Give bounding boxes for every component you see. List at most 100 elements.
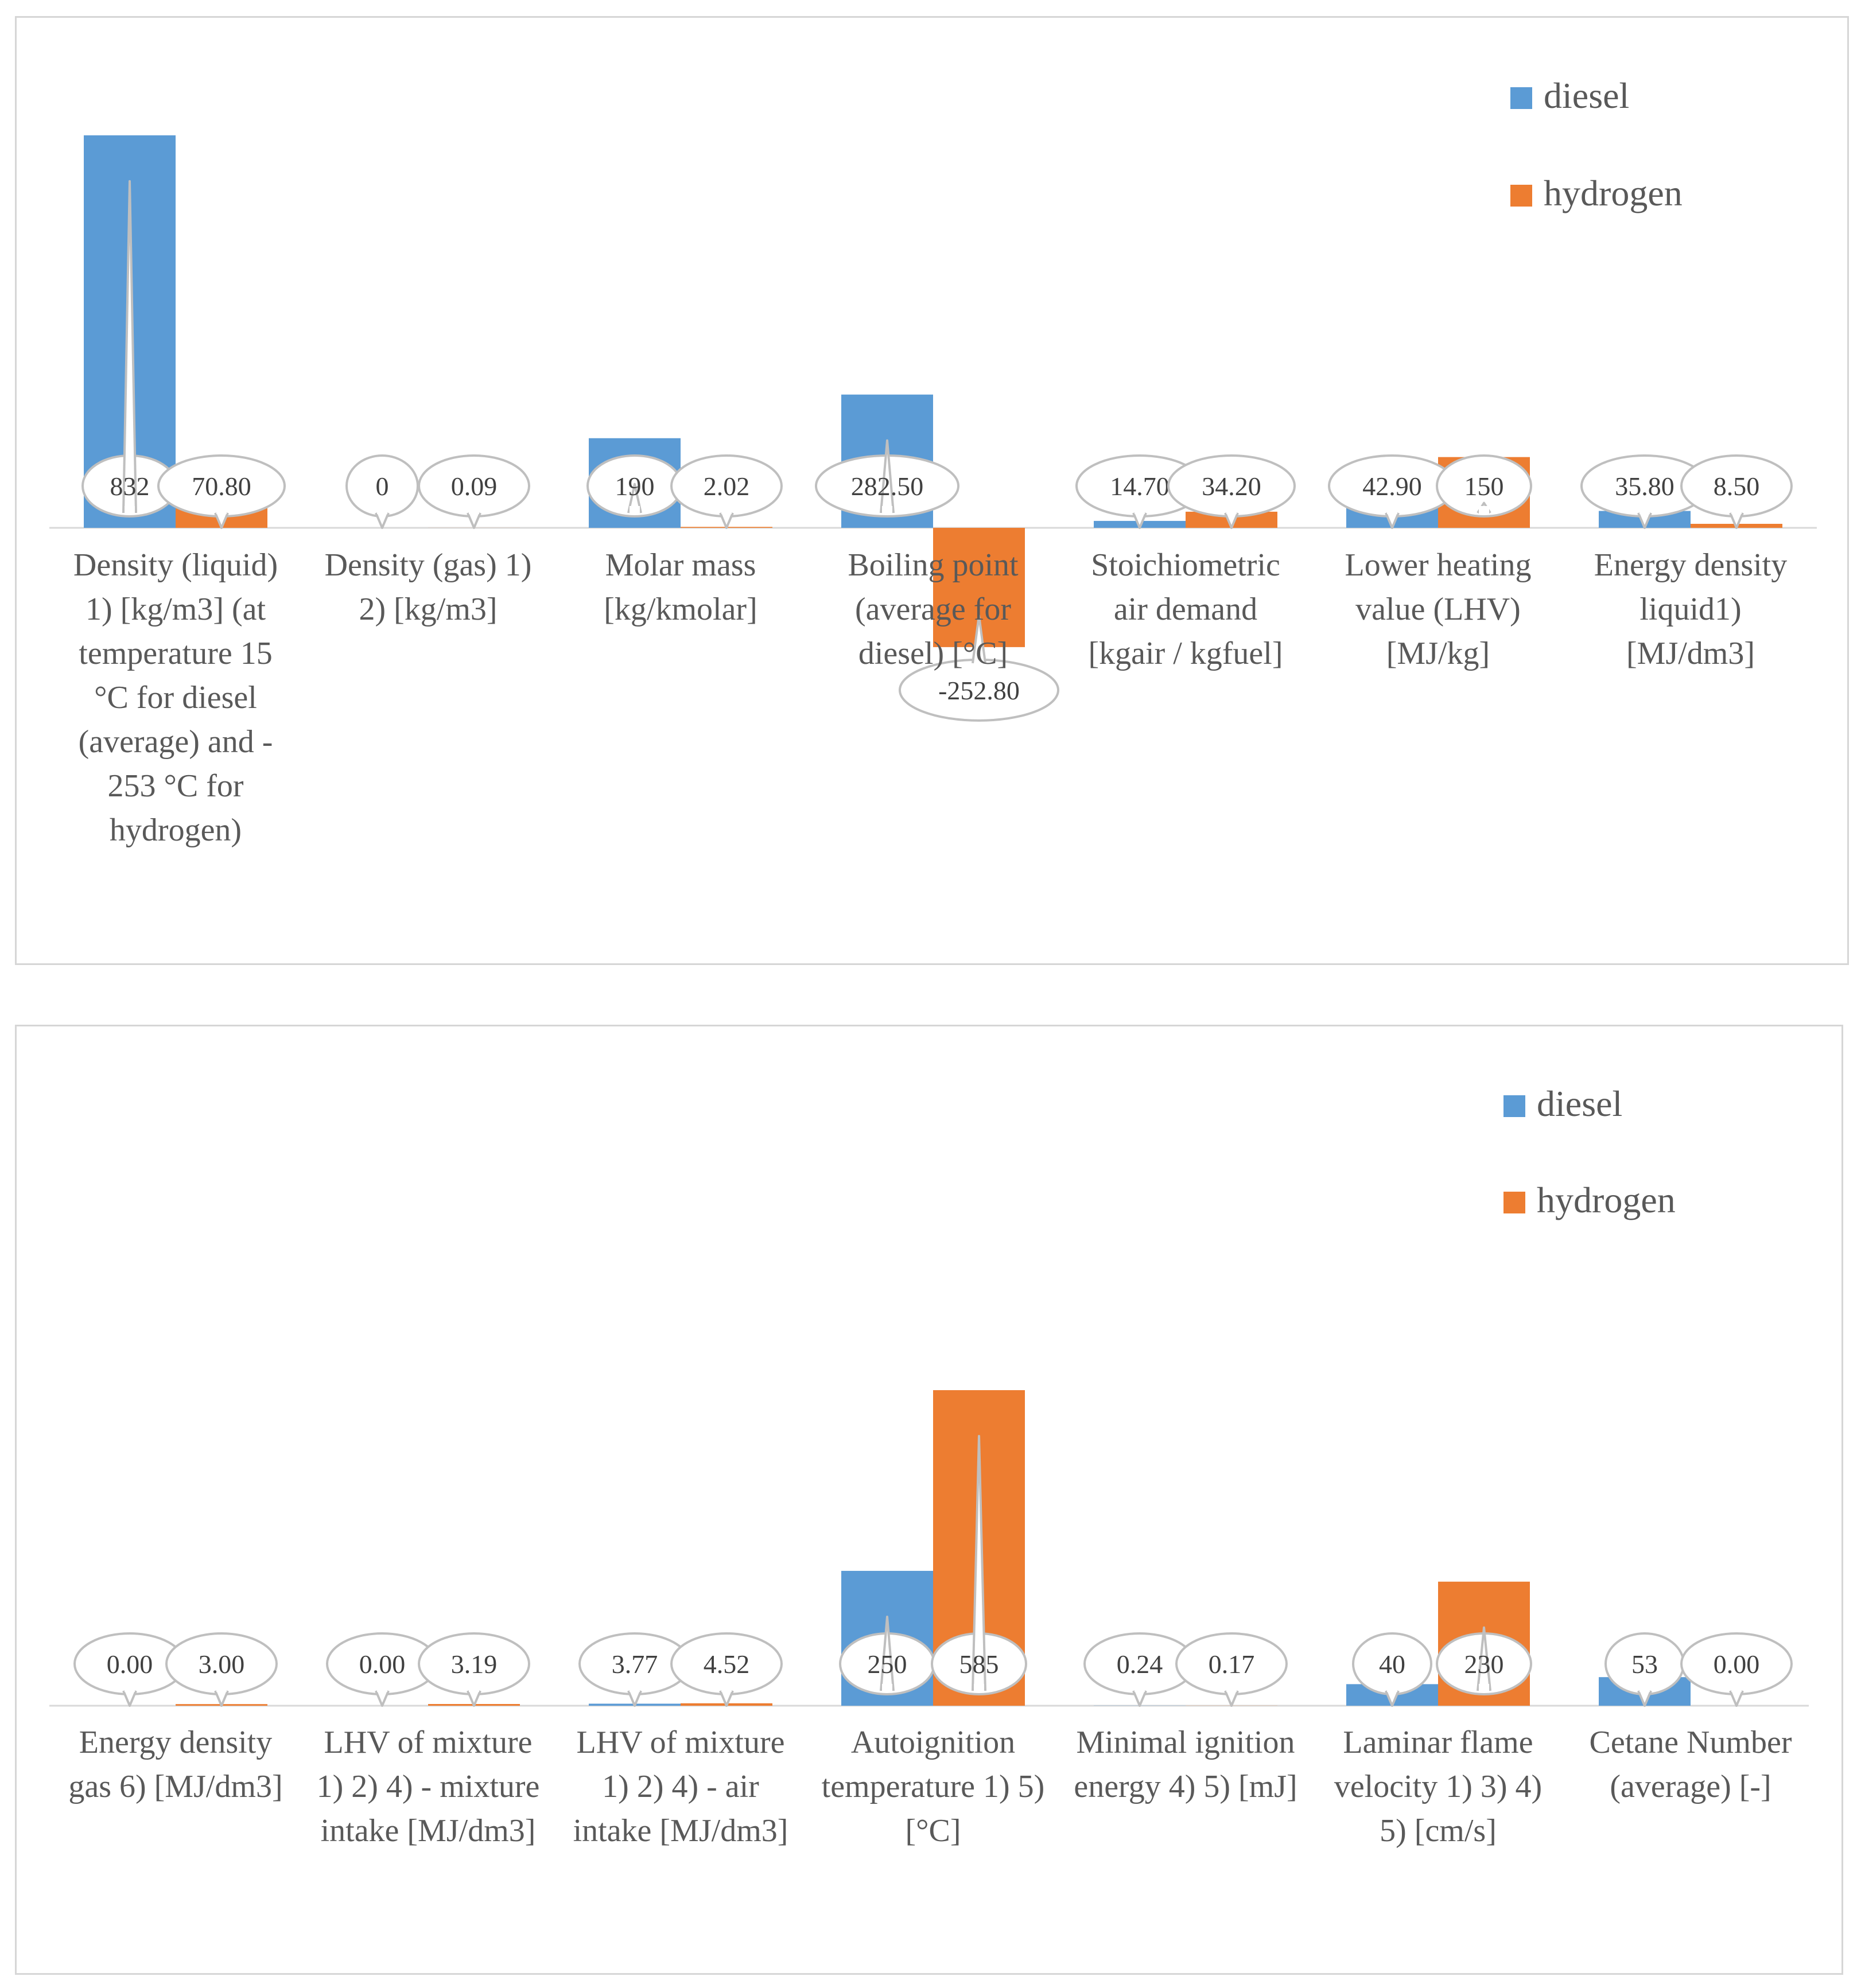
data-label-pointer [719, 1690, 734, 1707]
category-label: Minimal ignition energy 4) 5) [mJ] [1074, 1725, 1297, 1804]
category-label: LHV of mixture 1) 2) 4) - mixture intake [… [317, 1725, 540, 1849]
data-label: 34.20 [1202, 472, 1261, 501]
data-label: 0.00 [107, 1649, 153, 1679]
data-label-pointer [1637, 1690, 1652, 1707]
data-label-pointer-mask [1479, 1684, 1489, 1692]
data-label: 53 [1631, 1649, 1658, 1679]
data-label-pointer [375, 1690, 390, 1707]
data-label-pointer [972, 614, 986, 664]
data-label-pointer [1729, 1690, 1744, 1707]
category-label: LHV of mixture 1) 2) 4) - air intake [MJ/d… [573, 1725, 788, 1849]
data-label-pointer-mask [1639, 1684, 1650, 1692]
data-label-pointer-mask [377, 1684, 387, 1692]
data-label-pointer-mask [125, 1684, 135, 1692]
category-label: Density (gas) 1) 2) [kg/m3] [325, 547, 532, 627]
data-label-pointer [1224, 1690, 1239, 1707]
category-label: Boiling point (average for diesel) [°C] [848, 547, 1019, 671]
data-label-pointer [1729, 512, 1744, 529]
data-label-pointer-mask [882, 1684, 892, 1692]
data-label-pointer-mask [1479, 506, 1489, 514]
data-label-pointer-mask [974, 663, 984, 671]
chart-panel-2 [15, 1025, 1843, 1975]
data-label-pointer-mask [377, 506, 387, 514]
category-label: Laminar flame velocity 1) 3) 4) 5) [cm/s] [1334, 1725, 1542, 1849]
data-label-pointer [375, 512, 390, 529]
data-label-pointer [1385, 1690, 1400, 1707]
data-label-pointer-mask [1387, 506, 1397, 514]
data-label-pointer-mask [1135, 506, 1145, 514]
data-label: -252.80 [938, 676, 1020, 705]
data-label-pointer-mask [1731, 506, 1742, 514]
data-label-pointer-mask [882, 506, 892, 514]
category-label: Molar mass [kg/kmolar] [604, 547, 757, 627]
data-label-pointer [1637, 512, 1652, 529]
data-label-pointer-mask [721, 506, 732, 514]
data-label-pointer-mask [125, 506, 135, 514]
legend-label-hydrogen: hydrogen [1537, 1180, 1676, 1220]
data-label: 0.17 [1209, 1649, 1255, 1679]
data-label-pointer [214, 1690, 229, 1707]
data-label: 0.09 [451, 472, 498, 501]
data-label-pointer-mask [630, 506, 640, 514]
data-label: 70.80 [192, 472, 251, 501]
category-label: Energy density liquid1) [MJ/dm3] [1594, 547, 1787, 671]
data-label: 3.19 [451, 1649, 498, 1679]
legend-label-hydrogen: hydrogen [1544, 173, 1683, 213]
category-label: Density (liquid) 1) [kg/m3] (at temperatur… [73, 547, 278, 848]
data-label: 230 [1464, 1649, 1504, 1679]
category-label: Energy density gas 6) [MJ/dm3] [68, 1725, 282, 1804]
legend-swatch-hydrogen [1510, 185, 1532, 207]
data-label: 2.02 [704, 472, 750, 501]
data-label-pointer-mask [216, 1684, 227, 1692]
data-label: 0 [376, 472, 389, 501]
legend-swatch-diesel [1503, 1095, 1525, 1117]
data-label: 40 [1379, 1649, 1405, 1679]
data-label: 8.50 [1714, 472, 1760, 501]
data-label-pointer [880, 1615, 895, 1691]
data-label-pointer-mask [630, 1684, 640, 1692]
data-label: 0.00 [359, 1649, 406, 1679]
data-label: 250 [868, 1649, 907, 1679]
data-label-pointer [1132, 512, 1147, 529]
data-label: 190 [615, 472, 655, 501]
data-label-pointer [1385, 512, 1400, 529]
data-label-pointer-mask [1731, 1684, 1742, 1692]
data-label-pointer [214, 512, 229, 529]
data-label-pointer-mask [469, 1684, 479, 1692]
category-label: Cetane Number (average) [-] [1590, 1725, 1792, 1804]
data-label-pointer [467, 512, 481, 529]
legend-swatch-diesel [1510, 87, 1532, 109]
data-label-pointer-mask [1135, 1684, 1145, 1692]
data-label-pointer [467, 1690, 481, 1707]
data-label-pointer-mask [1226, 506, 1237, 514]
data-label-pointer [1132, 1690, 1147, 1707]
data-label: 14.70 [1110, 472, 1170, 501]
data-label-callout [1436, 454, 1532, 518]
data-label-pointer-mask [721, 1684, 732, 1692]
data-label: 585 [959, 1649, 999, 1679]
data-label-pointer-mask [974, 1684, 984, 1692]
data-label: 0.00 [1714, 1649, 1760, 1679]
category-label: Stoichiometric air demand [kgair / kgfuel] [1089, 547, 1283, 671]
data-label-pointer [1224, 512, 1239, 529]
data-label: 0.24 [1117, 1649, 1163, 1679]
data-label-pointer-mask [1387, 1684, 1397, 1692]
data-label-pointer [719, 512, 734, 529]
category-label: Lower heating value (LHV) [MJ/kg] [1345, 547, 1532, 671]
legend-label-diesel: diesel [1544, 75, 1629, 116]
data-label: 150 [1464, 472, 1504, 501]
legend-swatch-hydrogen [1503, 1192, 1525, 1213]
category-label: Autoignition temperature 1) 5) [°C] [822, 1725, 1045, 1849]
data-label: 832 [110, 472, 150, 501]
legend-label-diesel: diesel [1537, 1083, 1622, 1124]
data-label-pointer-mask [1639, 506, 1650, 514]
data-label: 35.80 [1615, 472, 1674, 501]
data-label-pointer [122, 180, 137, 513]
data-label-pointer-mask [469, 506, 479, 514]
data-label: 42.90 [1362, 472, 1422, 501]
data-label-pointer [122, 1690, 137, 1707]
data-label-pointer [880, 439, 895, 513]
data-label-pointer-mask [1226, 1684, 1237, 1692]
data-label: 4.52 [704, 1649, 750, 1679]
